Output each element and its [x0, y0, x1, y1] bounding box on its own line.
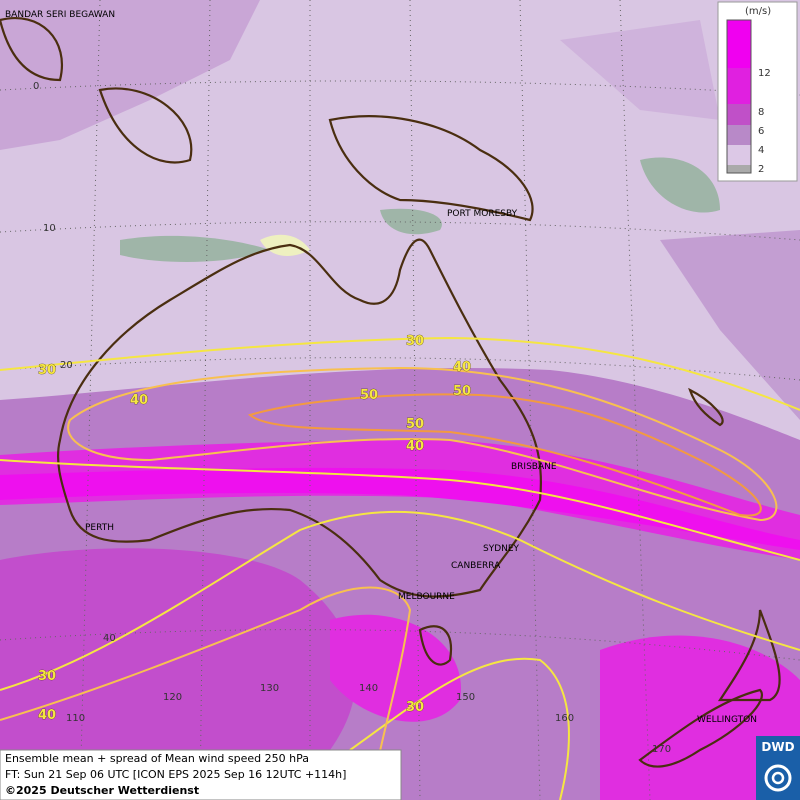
grid-label: 40	[103, 633, 116, 644]
contour-label: 40	[130, 393, 148, 408]
footer-line: Ensemble mean + spread of Mean wind spee…	[5, 752, 309, 765]
grid-label: 160	[555, 713, 574, 724]
grid-label: 130	[260, 683, 279, 694]
contour-label: 30	[406, 700, 424, 715]
footer-box	[0, 749, 402, 800]
legend-tick: 2	[758, 164, 764, 175]
legend-tick: 6	[758, 126, 764, 137]
grid-label: 0	[33, 81, 39, 92]
grid-label: 150	[456, 692, 475, 703]
legend-swatch	[727, 68, 751, 104]
footer-line: FT: Sun 21 Sep 06 UTC [ICON EPS 2025 Sep…	[5, 768, 346, 781]
legend-tick: 12	[758, 68, 771, 79]
legend-bar-frame	[726, 19, 752, 174]
grid-label: 170	[652, 744, 671, 755]
legend-swatch	[727, 104, 751, 125]
footer-line: ©2025 Deutscher Wetterdienst	[5, 784, 199, 797]
legend-tick: 4	[758, 145, 764, 156]
legend-unit: (m/s)	[745, 6, 771, 17]
legend-swatch	[727, 20, 751, 68]
coastlines	[0, 17, 781, 768]
grid-label: 10	[43, 223, 56, 234]
footer: Ensemble mean + spread of Mean wind spee…	[0, 749, 402, 800]
logo-text: DWD	[761, 740, 794, 754]
legend-swatch	[727, 165, 751, 173]
legend-swatch	[727, 145, 751, 165]
legend-tick: 8	[758, 107, 764, 118]
city-label: BRISBANE	[511, 462, 557, 472]
city-label: MELBOURNE	[398, 592, 455, 602]
logo-icon	[771, 771, 785, 785]
contour-label: 50	[406, 417, 424, 432]
city-label: BANDAR SERI BEGAWAN	[5, 10, 115, 20]
grid-label: 110	[66, 713, 85, 724]
legend-swatch	[727, 125, 751, 145]
contour-label: 30	[406, 334, 424, 349]
city-label: PORT MORESBY	[447, 209, 518, 219]
grid-label: 140	[359, 683, 378, 694]
contour-label: 40	[38, 708, 56, 723]
legend: (m/s) 12 8 6 4 2	[717, 1, 798, 182]
city-label: PERTH	[85, 523, 114, 533]
labels: BANDAR SERI BEGAWAN PORT MORESBY BRISBANE P…	[5, 10, 757, 755]
city-label: WELLINGTON	[697, 715, 757, 725]
contour-label: 30	[38, 363, 56, 378]
contour-label: 40	[406, 439, 424, 454]
contour-label: 40	[453, 360, 471, 375]
grid-label: 20	[60, 360, 73, 371]
contour-label: 30	[38, 669, 56, 684]
city-label: CANBERRA	[451, 561, 501, 571]
contour-label: 50	[453, 384, 471, 399]
grid-label: 120	[163, 692, 182, 703]
city-label: SYDNEY	[483, 544, 520, 554]
contour-label: 50	[360, 388, 378, 403]
logo-icon	[764, 764, 792, 792]
contours	[0, 336, 800, 800]
logo: DWD	[756, 736, 800, 800]
